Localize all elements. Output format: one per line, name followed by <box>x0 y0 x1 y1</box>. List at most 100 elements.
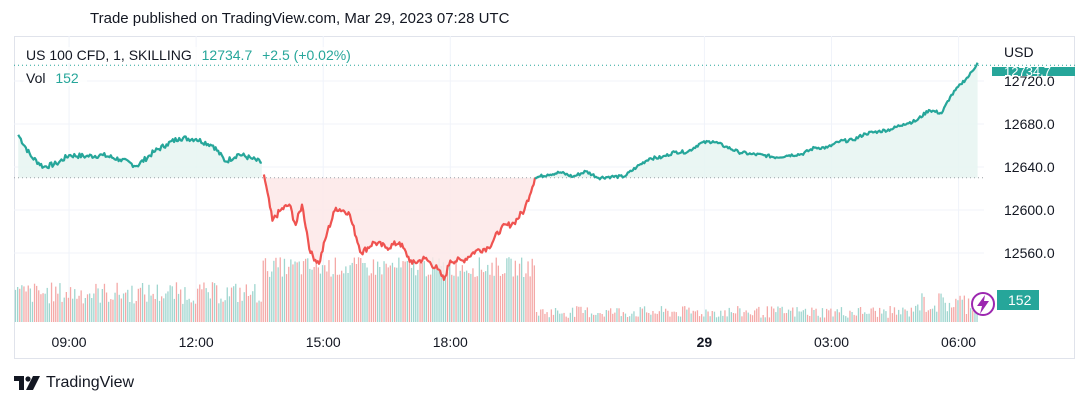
volume-bar <box>334 257 336 322</box>
volume-bar <box>357 257 360 322</box>
volume-bar <box>754 310 756 322</box>
volume-bar <box>351 262 353 322</box>
volume-bar <box>108 301 110 322</box>
volume-bar <box>131 285 133 322</box>
volume-bar <box>879 307 881 322</box>
volume-bar <box>665 308 667 322</box>
volume-bar <box>343 273 345 322</box>
volume-bar <box>457 276 459 322</box>
volume-bar <box>787 309 790 322</box>
price-chart[interactable]: 12720.0 12680.0 12640.0 12600.0 12560.0 09:0… <box>14 36 1075 359</box>
volume-bar <box>294 261 296 322</box>
volume-bar <box>819 317 821 322</box>
volume-bar <box>186 299 188 322</box>
volume-bar <box>201 289 203 322</box>
volume-bar <box>442 262 444 322</box>
volume-bar <box>36 285 38 322</box>
volume-bar <box>741 316 743 322</box>
volume-bar <box>413 261 415 322</box>
volume-bar <box>756 308 758 322</box>
volume-bar <box>91 298 93 322</box>
volume-bar <box>249 294 252 322</box>
last-price-badge-bg <box>992 67 1075 76</box>
volume-bar <box>84 298 86 322</box>
volume-bar <box>705 309 707 322</box>
volume-bar <box>684 306 686 322</box>
volume-bar <box>790 310 792 322</box>
volume-bar <box>313 267 315 322</box>
legend-vol-label[interactable]: Vol <box>26 70 46 86</box>
volume-bar <box>59 283 61 322</box>
volume-bar <box>440 265 442 322</box>
volume-bar <box>25 291 27 322</box>
volume-bar <box>758 306 760 322</box>
volume-bar <box>311 269 313 322</box>
volume-bar <box>631 313 633 322</box>
volume-bar <box>605 310 607 322</box>
legend-symbol[interactable]: US 100 CFD, 1, SKILLING <box>26 47 192 63</box>
volume-bar <box>163 298 165 322</box>
volume-bar <box>381 274 383 322</box>
volume-bar <box>626 317 629 322</box>
above-baseline-fill <box>18 134 262 178</box>
currency-label: USD <box>1004 44 1034 60</box>
volume-bar <box>61 301 63 322</box>
volume-bar <box>853 314 855 322</box>
volume-bar <box>319 273 322 322</box>
volume-bar <box>38 290 40 322</box>
volume-bar <box>449 263 451 322</box>
volume-bar <box>459 270 461 322</box>
volume-bar <box>806 314 809 322</box>
volume-bar <box>74 289 76 322</box>
volume-bar <box>567 317 569 322</box>
volume-bar <box>222 301 224 322</box>
volume-bar <box>682 306 684 322</box>
volume-bar <box>618 308 620 322</box>
volume-bar <box>637 316 639 322</box>
volume-bar <box>379 267 381 322</box>
volume-bar <box>599 313 601 322</box>
volume-bar <box>360 258 362 322</box>
volume-bar <box>912 311 915 322</box>
volume-bar <box>970 308 972 322</box>
volume-bar <box>508 257 510 322</box>
volume-bar <box>650 314 652 322</box>
volume-bar <box>82 303 84 322</box>
volume-bar <box>144 294 146 322</box>
volume-bar <box>798 311 800 322</box>
volume-bar <box>273 260 275 322</box>
volume-bar <box>872 307 874 322</box>
lightning-icon <box>977 295 989 314</box>
volume-bar <box>870 308 872 322</box>
volume-bar <box>330 276 332 322</box>
volume-bar <box>235 283 237 322</box>
volume-bar <box>739 308 741 322</box>
volume-bar <box>667 310 669 322</box>
volume-bar <box>652 311 654 322</box>
volume-bar <box>817 315 819 322</box>
volume-bar <box>925 311 927 322</box>
volume-bar <box>271 271 273 322</box>
volume-bar <box>891 313 893 322</box>
x-axis: 09:00 12:00 15:00 18:00 29 03:00 06:00 <box>52 334 977 350</box>
volume-bar <box>482 272 485 322</box>
volume-bar <box>394 267 396 322</box>
y-tick-label: 12560.0 <box>1004 245 1055 261</box>
volume-bar <box>726 316 728 322</box>
volume-bar <box>321 265 324 322</box>
volume-bar <box>777 306 779 322</box>
volume-bar <box>326 271 328 322</box>
volume-bar <box>368 275 370 322</box>
volume-bar <box>288 266 290 322</box>
volume-bar <box>944 302 946 322</box>
x-tick-label: 09:00 <box>52 334 87 350</box>
volume-bar <box>415 275 417 322</box>
volume-bar <box>400 267 402 322</box>
volume-bar <box>408 259 411 322</box>
volume-bar <box>974 309 976 322</box>
volume-bar <box>434 264 436 322</box>
volume-bar <box>851 312 853 322</box>
volume-bar <box>521 257 523 322</box>
tradingview-logo[interactable]: TradingView <box>14 374 134 392</box>
volume-bar <box>633 311 635 322</box>
